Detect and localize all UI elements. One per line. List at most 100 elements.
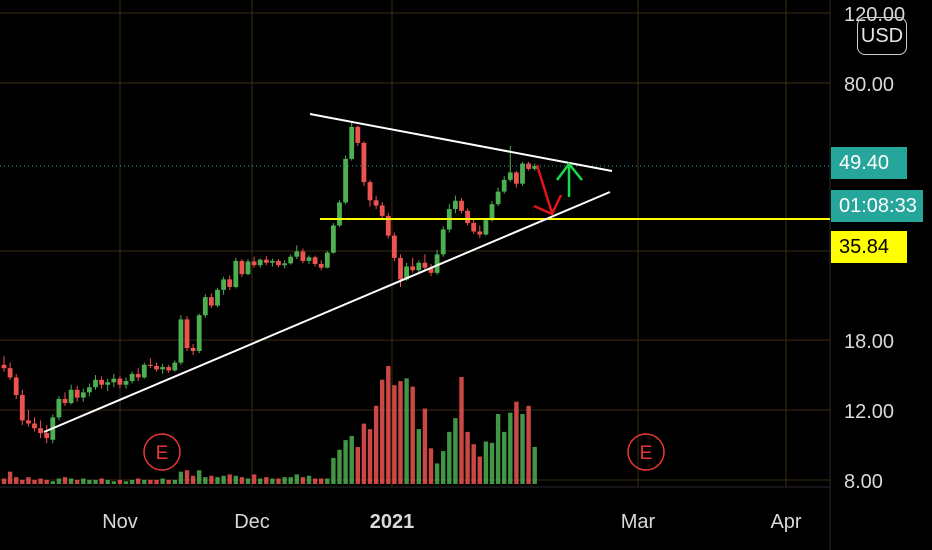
volume-bar — [465, 431, 470, 484]
volume-bar — [416, 429, 421, 484]
volume-bar — [526, 405, 531, 484]
candle-body — [93, 379, 98, 388]
volume-bar — [508, 412, 513, 484]
volume-bar — [26, 477, 31, 484]
candle-body — [337, 202, 342, 226]
volume-bar — [245, 478, 251, 484]
y-tick-label: 80.00 — [844, 74, 894, 96]
volume-bar — [258, 478, 263, 484]
volume-bar — [68, 478, 74, 484]
volume-bar — [404, 378, 409, 484]
volume-bar — [44, 479, 49, 484]
candle-body — [148, 364, 153, 366]
volume-bar — [343, 440, 348, 484]
candle-body — [141, 364, 147, 378]
volume-bar — [203, 477, 208, 484]
ascending-trendline — [43, 191, 611, 433]
volume-bar — [392, 385, 397, 484]
candle-body — [324, 252, 330, 268]
candle-body — [331, 225, 336, 253]
currency-button[interactable]: USD — [857, 17, 907, 55]
volume-bar — [459, 376, 464, 484]
volume-bar — [312, 478, 318, 484]
volume-bar — [441, 451, 446, 484]
volume-bar — [87, 479, 92, 484]
candle-body — [471, 223, 477, 232]
volume-bar — [337, 449, 342, 484]
candle-body — [215, 289, 220, 306]
candle-body — [465, 210, 470, 224]
volume-bar — [489, 442, 495, 484]
candle-body — [282, 263, 287, 266]
volume-bar — [93, 479, 98, 484]
earnings-marker-label: E — [640, 443, 653, 464]
candle-body — [68, 389, 74, 404]
volume-bar — [1, 478, 7, 484]
x-tick-label: Nov — [102, 511, 138, 533]
earnings-marker-icon — [627, 433, 665, 471]
volume-bar — [532, 446, 537, 484]
volume-bar — [154, 479, 159, 484]
volume-bar — [160, 478, 165, 484]
candle-body — [62, 398, 68, 404]
candle-body — [26, 420, 31, 424]
volume-bar — [14, 477, 19, 484]
volume-bar — [434, 463, 440, 484]
volume-bar — [7, 471, 13, 484]
volume-bar — [514, 401, 519, 484]
candle-body — [459, 200, 464, 211]
candlesticks — [1, 122, 538, 444]
volume-bar — [117, 479, 123, 484]
candle-body — [361, 142, 367, 183]
volume-bar — [75, 479, 80, 484]
x-tick-label: Apr — [770, 511, 801, 533]
earnings-marker-icon — [143, 433, 181, 471]
candle-body — [227, 279, 233, 287]
volume-bar — [50, 481, 55, 484]
candle-body — [245, 261, 251, 275]
candle-body — [56, 398, 62, 418]
volume-bar — [105, 479, 110, 484]
last-price-tag: 49.40 — [831, 147, 907, 179]
candle-body — [416, 262, 422, 271]
descending-trendline — [309, 113, 613, 172]
volume-bar — [288, 477, 293, 484]
candle-body — [209, 297, 214, 306]
volume-bar — [319, 478, 324, 484]
volume-bar — [215, 477, 220, 484]
drawing-overlay — [0, 113, 830, 433]
volume-bar — [471, 444, 476, 484]
down-arrow-icon — [535, 164, 554, 214]
candle-body — [318, 263, 324, 268]
volume-bar — [123, 481, 129, 484]
candle-body — [373, 200, 379, 206]
volume-bar — [349, 435, 354, 484]
candle-body — [154, 365, 159, 370]
volume-bar — [270, 478, 275, 484]
candle-body — [422, 262, 428, 268]
candle-body — [184, 319, 190, 348]
down-arrow-head-icon — [533, 194, 563, 216]
volume-bar — [502, 431, 507, 484]
volume-bar — [410, 386, 415, 484]
volume-bar — [190, 475, 196, 484]
volume-bar — [197, 470, 202, 484]
volume-bar — [129, 479, 135, 484]
y-tick-label: 12.00 — [844, 401, 894, 423]
volume-bar — [483, 441, 489, 484]
support-price-tag: 35.84 — [831, 231, 907, 263]
candle-body — [288, 256, 294, 264]
candle-body — [367, 182, 373, 201]
candle-body — [233, 260, 239, 287]
candle-body — [263, 259, 269, 263]
volume-bar — [233, 475, 238, 484]
candle-body — [178, 319, 184, 363]
candle-body — [251, 261, 257, 266]
chart-grid — [0, 0, 831, 550]
volume-bar — [495, 414, 501, 484]
candle-body — [410, 266, 416, 271]
volume-bar — [282, 477, 287, 484]
candle-body — [7, 368, 13, 378]
volume-bar — [428, 448, 434, 484]
